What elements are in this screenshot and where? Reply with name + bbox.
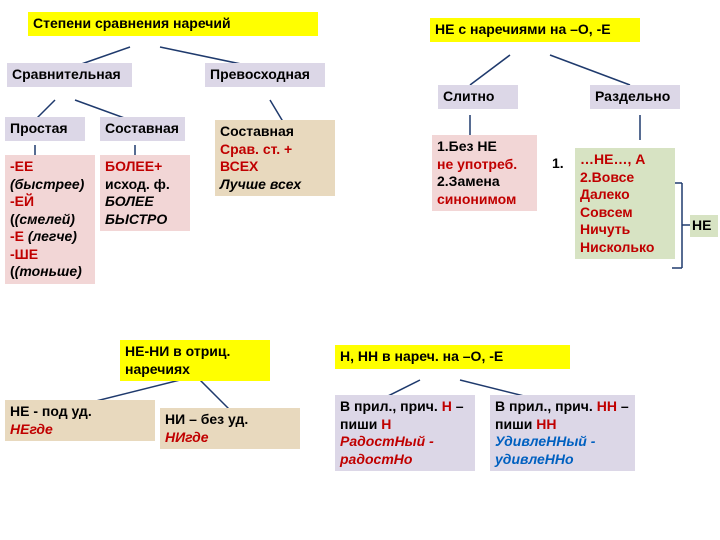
nn-n: НН [597, 398, 617, 414]
sl2b: синонимом [437, 191, 516, 207]
suffix-she-ex: (тоньше) [15, 263, 82, 279]
suffix-she: -ШЕ [10, 246, 38, 262]
node-comparative: Сравнительная [7, 63, 132, 87]
nn-ex: УдивлеННый - удивлеННо [495, 433, 595, 467]
node-bolee: БОЛЕЕ+ исход. ф. БОЛЕЕ БЫСТРО [100, 155, 190, 231]
nn-head: В прил., прич. [495, 398, 597, 414]
sup-c2: Срав. ст. + ВСЕХ [220, 141, 292, 175]
ni-ex: НИгде [165, 429, 209, 445]
title-degrees: Степени сравнения наречий [28, 12, 318, 36]
title-n-nn: Н, НН в нареч. на –О, -Е [335, 345, 570, 369]
nn-n2: НН [536, 416, 556, 432]
bullet-one: 1. [552, 155, 564, 171]
bolee-sub: исход. ф. [105, 176, 170, 192]
sl1b: не употреб. [437, 156, 517, 172]
n-n2: Н [381, 416, 391, 432]
n-n: Н [442, 398, 452, 414]
sup-c1: Составная [220, 123, 294, 139]
sl2a: 2.Замена [437, 173, 500, 189]
node-compound: Составная [100, 117, 185, 141]
sup-ex: Лучше всех [220, 176, 301, 192]
node-ni: НИ – без уд. НИгде [160, 408, 300, 449]
node-superlative-compound: Составная Срав. ст. + ВСЕХ Лучше всех [215, 120, 335, 196]
node-ne-word: НЕ [690, 215, 718, 237]
node-ne: НЕ - под уд. НЕгде [5, 400, 155, 441]
rz2: 2.Вовсе [580, 169, 634, 185]
bolee-word: БОЛЕЕ+ [105, 158, 162, 174]
node-nn-rule: В прил., прич. НН – пиши НН УдивлеННый -… [490, 395, 635, 471]
rzw2: Совсем [580, 204, 633, 220]
node-slitno: Слитно [438, 85, 518, 109]
rzw4: Нисколько [580, 239, 654, 255]
title-ne-adverbs: НЕ с наречиями на –О, -Е [430, 18, 640, 42]
node-slitno-rules: 1.Без НЕ не употреб. 2.Замена синонимом [432, 135, 537, 211]
suffix-ej-ex: (смелей) [15, 211, 75, 227]
rzw3: Ничуть [580, 221, 630, 237]
suffix-ej: -ЕЙ [10, 193, 34, 209]
node-razdelno-rules: …НЕ…, А 2.Вовсе Далеко Совсем Ничуть Нис… [575, 148, 675, 259]
ne-ex: НЕгде [10, 421, 53, 437]
suffix-ee-ex: (быстрее) [10, 176, 84, 192]
node-superlative: Превосходная [205, 63, 325, 87]
node-simple: Простая [5, 117, 85, 141]
ne-text: НЕ - под уд. [10, 403, 92, 419]
rzw1: Далеко [580, 186, 630, 202]
suffix-e: -Е [10, 228, 24, 244]
suffix-ee: -ЕЕ [10, 158, 33, 174]
node-n-rule: В прил., прич. Н – пиши Н РадостНый - ра… [335, 395, 475, 471]
node-razdelno: Раздельно [590, 85, 680, 109]
node-suffixes: -ЕЕ (быстрее) -ЕЙ ((смелей) -Е (легче) -… [5, 155, 95, 284]
n-head: В прил., прич. [340, 398, 442, 414]
rz1: …НЕ…, А [580, 151, 645, 167]
bolee-ex: БОЛЕЕ БЫСТРО [105, 193, 167, 227]
suffix-e-ex: (легче) [28, 228, 77, 244]
sl1: 1.Без НЕ [437, 138, 497, 154]
n-ex: РадостНый - радостНо [340, 433, 434, 467]
title-ne-ni: НЕ-НИ в отриц. наречиях [120, 340, 270, 381]
ni-text: НИ – без уд. [165, 411, 248, 427]
